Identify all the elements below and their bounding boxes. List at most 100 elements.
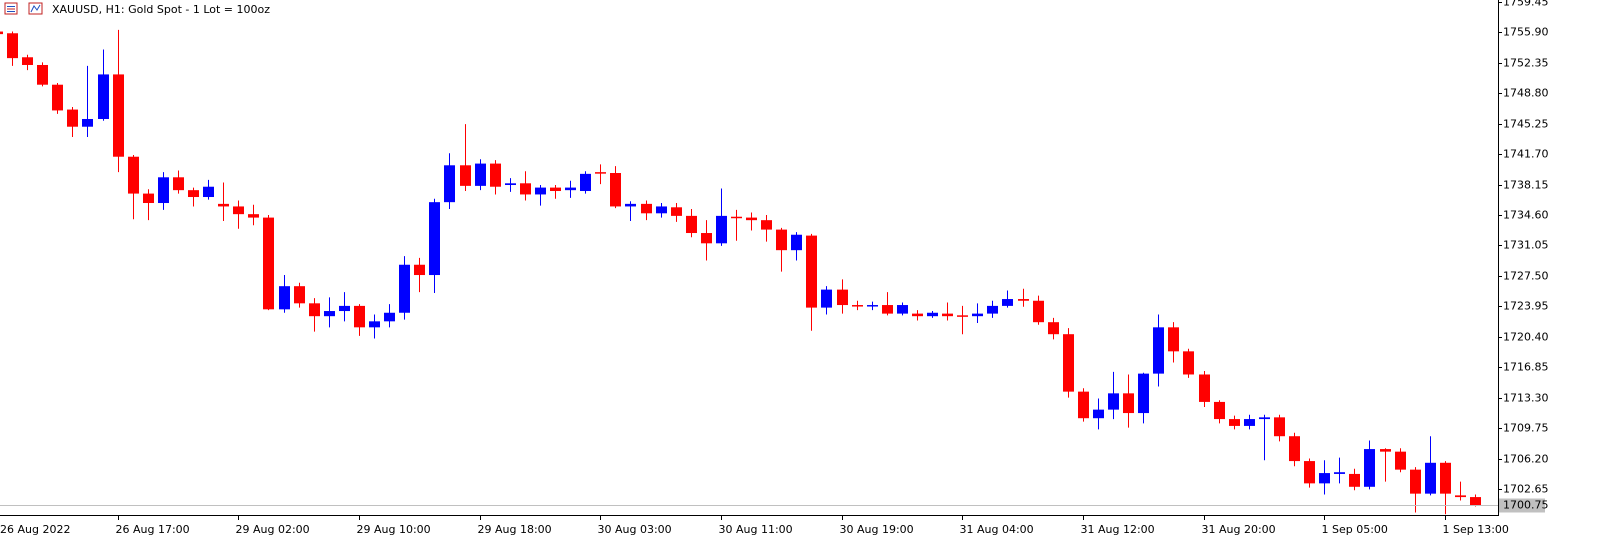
candle-body <box>1410 469 1421 494</box>
y-tick-label: 1734.60 <box>1503 209 1549 222</box>
candle-body <box>1108 393 1119 410</box>
candle-body <box>67 109 78 127</box>
y-tick-label: 1738.15 <box>1503 179 1549 192</box>
candle-body <box>821 289 832 308</box>
candle-body <box>52 84 63 111</box>
candle-body <box>1425 462 1436 494</box>
y-tick-label: 1709.75 <box>1503 422 1549 435</box>
candle-body <box>82 118 93 127</box>
candle-body <box>1229 419 1240 426</box>
y-tick-label: 1713.30 <box>1503 392 1549 405</box>
candle-body <box>490 163 501 187</box>
candle-body <box>701 233 712 244</box>
y-tick-label: 1759.45 <box>1503 0 1549 9</box>
candle-body <box>98 74 109 119</box>
candle-body <box>1334 472 1345 474</box>
candle-body <box>460 165 471 186</box>
candle-body <box>716 215 727 244</box>
y-tick-label: 1702.65 <box>1503 483 1549 496</box>
candle-body <box>1440 462 1451 494</box>
candle-body <box>641 203 652 214</box>
candle-body <box>671 207 682 216</box>
y-tick-label: 1720.40 <box>1503 331 1549 344</box>
candle-body <box>113 74 124 157</box>
candle-body <box>595 172 606 174</box>
candle-body <box>987 305 998 314</box>
candle-body <box>1123 393 1134 414</box>
x-tick-label: 29 Aug 18:00 <box>478 523 552 536</box>
x-tick-label: 30 Aug 11:00 <box>719 523 793 536</box>
candle-body <box>1168 327 1179 352</box>
candle-body <box>1078 391 1089 419</box>
candle-body <box>7 33 18 59</box>
candle-body <box>882 305 893 314</box>
candle-body <box>1395 451 1406 470</box>
candle-body <box>972 313 983 317</box>
candle-body <box>1153 327 1164 374</box>
candle-body <box>218 203 229 207</box>
candle-body <box>1470 497 1481 506</box>
candle-body <box>1048 322 1059 335</box>
candle-body <box>535 187 546 195</box>
x-tick-label: 29 Aug 10:00 <box>357 523 431 536</box>
y-tick-label: 1752.35 <box>1503 57 1549 70</box>
y-tick-label: 1755.90 <box>1503 26 1549 39</box>
chart-icons <box>4 2 43 15</box>
x-tick-label: 1 Sep 13:00 <box>1443 523 1509 536</box>
x-tick-label: 30 Aug 03:00 <box>598 523 672 536</box>
candle-body <box>203 186 214 198</box>
candle-body <box>852 305 863 307</box>
x-tick-label: 31 Aug 20:00 <box>1202 523 1276 536</box>
candle-body <box>1093 409 1104 419</box>
candle-body <box>1364 449 1375 487</box>
candle-body <box>1199 374 1210 402</box>
candle-body <box>475 163 486 186</box>
candle-body <box>384 312 395 322</box>
candle-body <box>565 187 576 191</box>
candle-body <box>354 305 365 328</box>
y-tick-label: 1716.85 <box>1503 361 1549 374</box>
candle-body <box>444 165 455 203</box>
x-tick-label: 31 Aug 04:00 <box>960 523 1034 536</box>
y-tick-label: 1706.20 <box>1503 453 1549 466</box>
candle-body <box>173 177 184 191</box>
candle-body <box>746 217 757 221</box>
y-tick-label: 1741.70 <box>1503 148 1549 161</box>
candle-body <box>912 313 923 317</box>
candle-body <box>1349 473 1360 487</box>
candle-body <box>942 313 953 317</box>
candle-body <box>1183 351 1194 375</box>
candle-body <box>1244 419 1255 426</box>
candle-body <box>188 190 199 198</box>
x-tick-label: 29 Aug 02:00 <box>236 523 310 536</box>
x-tick-label: 1 Sep 05:00 <box>1322 523 1388 536</box>
candle-body <box>897 305 908 314</box>
candle-body <box>339 305 350 312</box>
y-tick-label: 1748.80 <box>1503 87 1549 100</box>
candle-body <box>1455 495 1466 498</box>
candle-body <box>957 315 968 317</box>
candle-body <box>927 312 938 317</box>
candle-body <box>309 303 320 317</box>
candle-body <box>1018 299 1029 301</box>
candle-body <box>429 202 440 276</box>
candle-body <box>731 216 742 219</box>
candle-body <box>1259 417 1270 420</box>
candle-body <box>0 31 3 35</box>
candle-body <box>233 206 244 215</box>
candle-body <box>656 206 667 214</box>
x-tick-label: 26 Aug 2022 <box>0 523 70 536</box>
candle-body <box>1319 473 1330 484</box>
candle-body <box>128 156 139 194</box>
candle-body <box>399 264 410 313</box>
y-tick-label: 1723.95 <box>1503 300 1549 313</box>
candle-body <box>248 214 259 218</box>
current-price-label: 1700.75 <box>1503 499 1549 512</box>
y-tick-label: 1745.25 <box>1503 118 1549 131</box>
candle-body <box>294 286 305 304</box>
candle-body <box>580 173 591 192</box>
candle-body <box>1274 417 1285 437</box>
x-tick-label: 30 Aug 19:00 <box>840 523 914 536</box>
candle-body <box>37 64 48 85</box>
